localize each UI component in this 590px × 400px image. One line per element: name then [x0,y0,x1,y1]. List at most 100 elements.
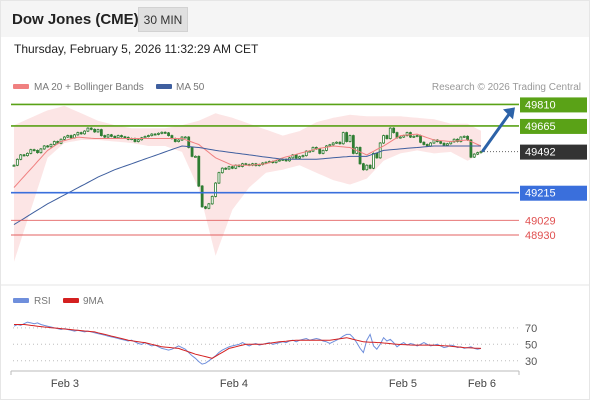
candle [106,134,110,138]
candle [157,132,160,135]
candle [183,136,187,139]
candle [318,148,322,154]
rsi-plot: 70 50 30 [13,321,537,368]
candle [425,144,429,147]
candle [446,143,449,146]
chart-timestamp: Thursday, February 5, 2026 11:32:29 AM C… [14,42,259,56]
candle [382,135,385,144]
candle [328,144,332,147]
candle [190,147,194,157]
rsi-tick-label: 30 [525,356,537,368]
resistance-label: 49665 [525,121,556,133]
candle [42,145,46,150]
ma9-legend-swatch [63,298,79,303]
time-axis: Feb 3 Feb 4 Feb 5 Feb 6 [51,378,496,390]
key-levels: 49810 49665 49492 49215 49029 48930 [11,97,587,242]
price-legend: MA 20 + Bollinger Bands MA 50 Research ©… [13,82,581,93]
time-tick-label: Feb 4 [220,378,248,390]
candle [32,149,36,152]
candle [462,135,466,138]
candle [301,155,305,158]
ma20-legend-swatch [13,84,29,89]
ma20-line [13,133,482,188]
candle [69,135,73,139]
pivot-tag [520,185,587,201]
support-label: 48930 [525,230,556,242]
candle [459,136,463,142]
resistance-tag [520,97,587,113]
candle [449,141,453,145]
interval-selector[interactable]: 30 MIN [138,7,188,32]
candle [351,135,355,154]
candle [120,135,123,138]
candle [177,139,181,142]
candle [472,153,476,158]
candle [335,141,338,144]
candle [338,141,342,145]
candle [429,142,433,147]
candle [96,129,100,133]
time-tick-label: Feb 5 [389,378,417,390]
candle [150,133,154,136]
candle [62,136,66,140]
ma20-legend-label: MA 20 + Bollinger Bands [34,82,144,93]
candle [93,128,97,133]
candle [278,159,281,162]
candle [99,129,103,136]
ma50-legend-swatch [156,84,172,89]
resistance-tag [520,118,587,134]
candle [412,135,416,138]
rsi-line [13,321,482,365]
candle [210,196,214,205]
candle [204,206,207,209]
candle [348,135,352,142]
candle [52,141,56,145]
candle [49,144,53,148]
candle [298,156,301,159]
credit-text: Research © 2026 Trading Central [432,82,581,93]
candle [86,127,90,132]
candle [375,152,379,159]
bollinger-band [14,105,481,262]
ma9-legend-label: 9MA [83,296,104,307]
ma50-line [13,145,481,226]
candle [227,166,231,170]
chart-header: Dow Jones (CME) 30 MIN [1,1,589,37]
time-tick-label: Feb 6 [468,378,496,390]
candle [368,164,372,169]
candle [419,135,422,143]
candle [36,150,39,154]
candle [469,139,473,158]
resistance-label: 49810 [525,99,556,111]
candle [244,163,248,166]
candle [398,136,402,139]
candle [26,152,29,157]
ma50-legend-label: MA 50 [176,82,205,93]
candle [187,136,191,148]
candle [405,132,409,136]
candle [123,136,127,139]
candle [136,139,140,142]
time-tick-label: Feb 3 [51,378,79,390]
candle [294,154,298,159]
candle [341,132,345,145]
candle [466,135,469,141]
candle [66,135,70,138]
candle [331,142,335,146]
candle [143,136,147,139]
candle [39,148,43,154]
candle [415,135,419,137]
projection-arrow-head [503,107,515,120]
last-price-label: 49492 [525,147,556,159]
price-plot [12,105,483,262]
candle [217,172,221,184]
candle [167,132,170,136]
candle [79,132,83,135]
candle [160,131,164,134]
last-price-tag [520,144,587,160]
candle [442,142,446,146]
projection-arrow-shaft [481,109,513,153]
candle [83,130,86,135]
